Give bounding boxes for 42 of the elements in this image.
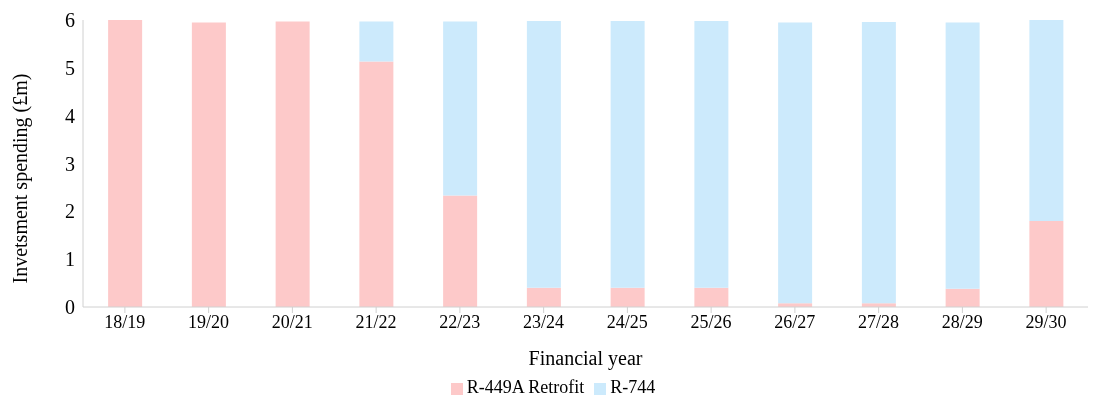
- y-tick-label: 0: [65, 296, 75, 319]
- bar: [359, 21, 394, 62]
- bar: [1029, 20, 1064, 221]
- y-tick-label: 2: [65, 200, 75, 223]
- bar: [108, 20, 143, 307]
- y-tick-label: 6: [65, 9, 75, 32]
- x-tick-label: 27/28: [858, 311, 900, 332]
- bar: [945, 22, 980, 289]
- y-tick-label: 1: [65, 248, 75, 271]
- bar: [1029, 220, 1064, 307]
- bar: [443, 195, 478, 307]
- bar: [945, 288, 980, 307]
- x-tick-label: 18/19: [104, 311, 146, 332]
- legend-label: R-449A Retrofit: [466, 377, 585, 397]
- bar: [191, 22, 226, 307]
- x-tick-label: 23/24: [523, 311, 565, 332]
- bar: [610, 20, 645, 288]
- x-axis-title: Financial year: [528, 347, 643, 370]
- x-tick-label: 25/26: [690, 311, 732, 332]
- bar: [694, 20, 729, 288]
- bar: [443, 21, 478, 196]
- y-tick-label: 5: [65, 56, 75, 79]
- x-tick-label: 28/29: [941, 311, 983, 332]
- x-tick-label: 21/22: [355, 311, 397, 332]
- x-tick-label: 26/27: [774, 311, 816, 332]
- bar: [526, 20, 561, 288]
- bar: [359, 61, 394, 307]
- y-tick-label: 4: [65, 104, 75, 127]
- bar: [861, 21, 896, 304]
- y-axis-title: Invetsment spending (£m): [9, 73, 33, 284]
- legend-label: R-744: [610, 377, 656, 397]
- x-tick-label: 20/21: [271, 311, 313, 332]
- bar: [526, 287, 561, 307]
- bar: [275, 21, 310, 307]
- x-tick-label: 24/25: [606, 311, 648, 332]
- y-tick-label: 3: [65, 152, 75, 175]
- x-tick-label: 29/30: [1025, 311, 1067, 332]
- bar: [778, 22, 813, 304]
- bar: [694, 287, 729, 307]
- x-tick-label: 19/20: [188, 311, 230, 332]
- x-tick-label: 22/23: [439, 311, 481, 332]
- bar: [610, 287, 645, 307]
